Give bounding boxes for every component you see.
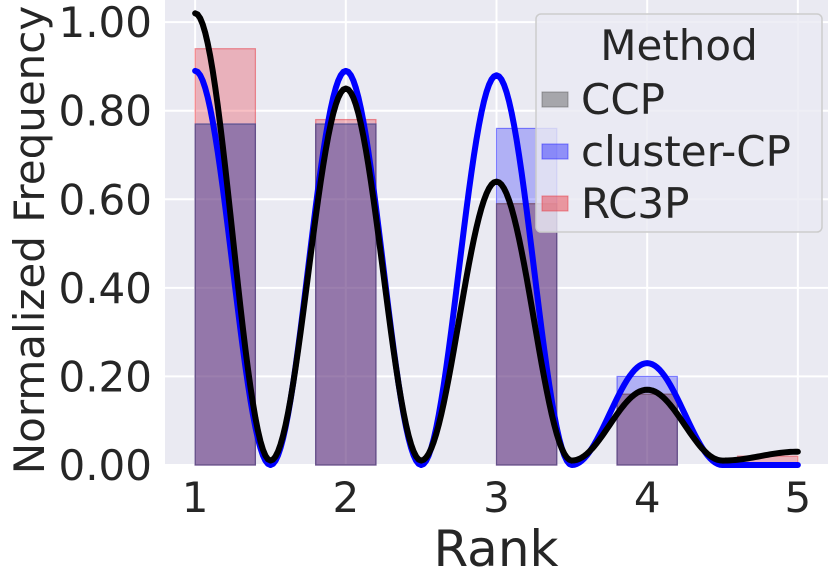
legend-swatch-cluster-cp: [541, 143, 569, 160]
bar-rc3p-3: [495, 203, 558, 466]
y-tick-label: 0.60: [58, 175, 152, 224]
x-tick-label: 4: [634, 473, 661, 522]
x-tick-label: 2: [332, 473, 359, 522]
bar-ccp-3: [495, 203, 558, 466]
x-tick-label: 5: [784, 473, 811, 522]
legend-label-ccp: CCP: [581, 75, 665, 124]
legend-title: Method: [600, 21, 758, 70]
legend-label-cluster-cp: cluster-CP: [581, 127, 791, 176]
y-tick-label: 1.00: [58, 0, 152, 47]
legend-swatch-ccp: [541, 91, 569, 108]
bar-ccp-2: [315, 123, 377, 466]
y-tick-label: 0.00: [58, 441, 152, 490]
y-axis-label: Normalized Frequency: [5, 6, 54, 475]
y-tick-label: 0.40: [58, 264, 152, 313]
legend-swatch-rc3p: [541, 195, 569, 212]
y-tick-label: 0.20: [58, 352, 152, 401]
kde-curve-ccp: [192, 10, 801, 464]
kde-curves: [192, 10, 801, 468]
y-tick-label: 0.80: [58, 87, 152, 136]
y-tick-labels: 0.00 0.20 0.40 0.60 0.80 1.00: [58, 0, 152, 490]
x-axis-label: Rank: [434, 520, 559, 569]
x-tick-labels: 1 2 3 4 5: [182, 473, 811, 522]
legend-label-rc3p: RC3P: [581, 179, 689, 228]
x-tick-label: 3: [483, 473, 510, 522]
legend-box: [535, 13, 823, 233]
x-tick-label: 1: [182, 473, 209, 522]
histogram-bars: [194, 48, 799, 466]
